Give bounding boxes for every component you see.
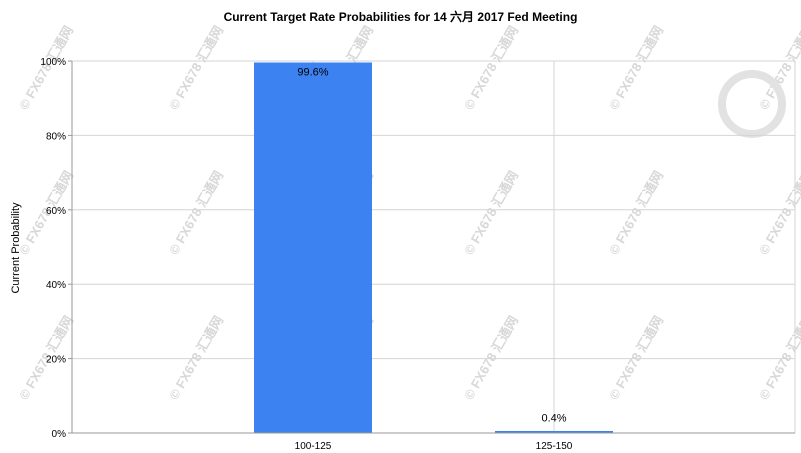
bars: [254, 62, 613, 433]
y-tick-label: 20%: [46, 355, 66, 366]
axes: [68, 60, 795, 434]
watermark-logo-icon: [718, 70, 786, 138]
watermark-text: © FX678 汇通网: [756, 168, 801, 257]
watermark-text: © FX678 汇通网: [166, 23, 226, 112]
chart-title: Current Target Rate Probabilities for 14…: [223, 10, 578, 24]
data-label: 0.4%: [541, 413, 566, 425]
watermark-text: © FX678 汇通网: [461, 23, 521, 112]
bar-125-150: [495, 431, 613, 433]
y-tick-label: 100%: [40, 57, 66, 68]
watermark-text: © FX678 汇通网: [756, 313, 801, 402]
data-label: 99.6%: [297, 66, 328, 78]
y-tick-label: 80%: [46, 131, 66, 142]
watermark-layer: © FX678 汇通网 © FX678 汇通网 © FX678 汇通网 © FX678…: [16, 23, 801, 402]
watermark-text: © FX678 汇通网: [606, 168, 666, 257]
bar-100-125: [254, 62, 372, 433]
labels: 0% 20% 40% 60% 80% 100% 99.6% 100-125 0.4% 125-15…: [40, 57, 572, 452]
watermark-text: © FX678 汇通网: [166, 168, 226, 257]
watermark-text: © FX678 汇通网: [606, 313, 666, 402]
x-tick-label: 125-150: [536, 441, 573, 452]
y-tick-label: 0%: [52, 429, 67, 440]
watermark-text: © FX678 汇通网: [461, 313, 521, 402]
y-tick-label: 60%: [46, 206, 66, 217]
watermark-text: © FX678 汇通网: [461, 168, 521, 257]
y-tick-label: 40%: [46, 280, 66, 291]
watermark-text: © FX678 汇通网: [166, 313, 226, 402]
x-tick-label: 100-125: [295, 441, 332, 452]
watermark-text: © FX678 汇通网: [606, 23, 666, 112]
